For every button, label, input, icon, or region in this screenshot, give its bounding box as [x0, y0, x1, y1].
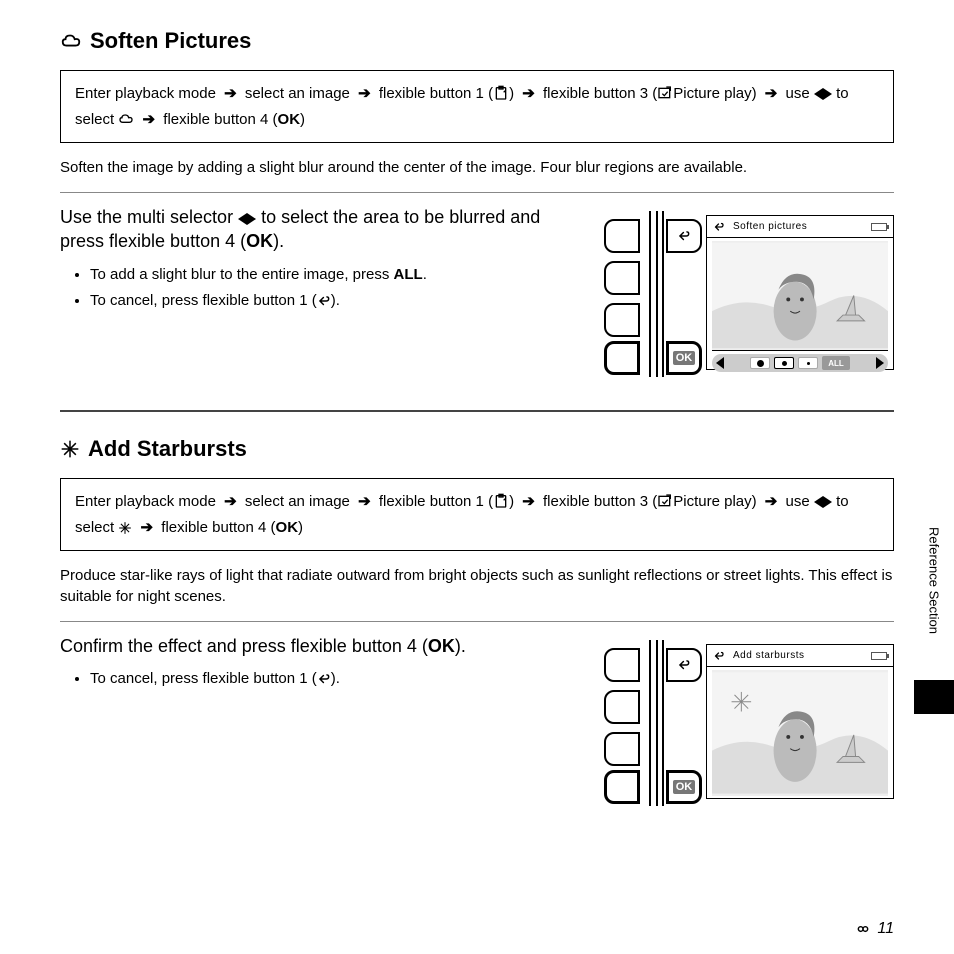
preview-image: [712, 241, 888, 351]
divider: [656, 211, 658, 377]
leftright-icon: [238, 213, 256, 225]
side-tab-marker: [914, 680, 954, 714]
clipboard-icon: [493, 85, 509, 101]
blur-option: [750, 357, 770, 369]
section-heading-starbursts: Add Starbursts: [60, 436, 894, 462]
bullet: To cancel, press flexible button 1 ().: [90, 668, 574, 691]
camera-screen: Add starbursts: [706, 644, 894, 799]
rule: [60, 192, 894, 193]
camera-screen: Soften pictures: [706, 215, 894, 370]
step-title: Confirm the effect and press flexible bu…: [60, 634, 574, 658]
arrow-icon: ➔: [143, 111, 156, 128]
rule: [60, 621, 894, 622]
section-heading-soften: Soften Pictures: [60, 28, 894, 54]
blur-option: [798, 357, 818, 369]
screen-btn-back: [666, 219, 702, 253]
battery-icon: [871, 223, 887, 231]
bullet: To cancel, press flexible button 1 ().: [90, 290, 574, 313]
back-icon: [317, 294, 331, 308]
cloud-icon: [118, 111, 134, 127]
flex-button-4: [604, 770, 640, 804]
nav-path-starbursts: Enter playback mode ➔ select an image ➔ …: [60, 478, 894, 551]
side-tab: Reference Section: [914, 480, 954, 680]
blur-option-all: ALL: [822, 356, 850, 370]
divider: [662, 211, 664, 377]
arrow-icon: ➔: [765, 493, 778, 510]
flex-button-3: [604, 303, 640, 337]
screen-btn-ok: OK: [666, 770, 702, 804]
flex-button-1: [604, 219, 640, 253]
step-title: Use the multi selector to select the are…: [60, 205, 574, 254]
battery-icon: [871, 652, 887, 660]
leftright-icon: [814, 496, 832, 508]
flex-button-2: [604, 690, 640, 724]
cloud-icon: [60, 30, 82, 52]
heading-text: Add Starbursts: [88, 436, 247, 462]
page-number: 11: [853, 920, 894, 938]
flex-button-3: [604, 732, 640, 766]
step-row-soften: Use the multi selector to select the are…: [60, 205, 894, 380]
back-icon: [713, 221, 725, 233]
left-arrow-icon: [716, 357, 724, 369]
back-icon: [317, 672, 331, 686]
intro-text-starbursts: Produce star-like rays of light that rad…: [60, 565, 894, 607]
arrow-icon: ➔: [522, 85, 535, 102]
side-tab-label: Reference Section: [927, 527, 942, 634]
divider: [649, 211, 651, 377]
back-icon: [713, 650, 725, 662]
arrow-icon: ➔: [522, 493, 535, 510]
right-arrow-icon: [876, 357, 884, 369]
camera-illustration-soften: OK Soften pictures: [594, 205, 894, 380]
intro-text-soften: Soften the image by adding a slight blur…: [60, 157, 894, 178]
blur-selector: ALL: [712, 354, 888, 372]
clipboard-icon: [493, 493, 509, 509]
flex-button-1: [604, 648, 640, 682]
arrow-icon: ➔: [358, 85, 371, 102]
divider: [662, 640, 664, 806]
arrow-icon: ➔: [224, 85, 237, 102]
heading-text: Soften Pictures: [90, 28, 251, 54]
starburst-icon: [60, 439, 80, 459]
screen-title: Soften pictures: [725, 221, 871, 232]
screen-btn-back: [666, 648, 702, 682]
arrow-icon: ➔: [358, 493, 371, 510]
flex-button-2: [604, 261, 640, 295]
screen-btn-ok: OK: [666, 341, 702, 375]
divider: [656, 640, 658, 806]
arrow-icon: ➔: [141, 519, 154, 536]
preview-image: [712, 670, 888, 796]
link-icon: [853, 922, 873, 936]
picplay-icon: [657, 85, 673, 101]
divider: [649, 640, 651, 806]
nav-path-soften: Enter playback mode ➔ select an image ➔ …: [60, 70, 894, 143]
camera-illustration-starbursts: OK Add starbursts: [594, 634, 894, 809]
leftright-icon: [814, 88, 832, 100]
blur-option-selected: [774, 357, 794, 369]
section-divider: [60, 410, 894, 412]
step-row-starbursts: Confirm the effect and press flexible bu…: [60, 634, 894, 809]
picplay-icon: [657, 493, 673, 509]
flex-button-4: [604, 341, 640, 375]
arrow-icon: ➔: [224, 493, 237, 510]
screen-title: Add starbursts: [725, 650, 871, 661]
starburst-icon: [118, 521, 132, 535]
bullet: To add a slight blur to the entire image…: [90, 264, 574, 287]
arrow-icon: ➔: [765, 85, 778, 102]
